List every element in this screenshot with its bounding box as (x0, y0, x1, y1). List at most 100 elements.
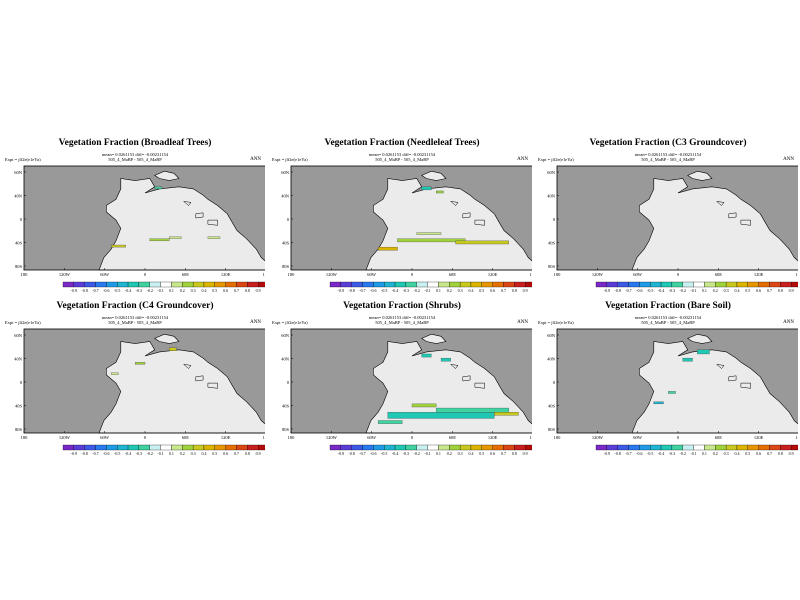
colorbar-swatch (351, 444, 363, 451)
panel-expt: Expt = jlf2e(e1eYa) (272, 320, 308, 325)
colorbar-label: -0.9 (338, 288, 344, 293)
lon-label: 180 (554, 435, 562, 440)
colorbar-swatch (606, 444, 618, 451)
panel-c3: Vegetation Fraction (C3 Groundcover) mea… (538, 138, 798, 328)
colorbar-swatch (758, 444, 770, 451)
colorbar-swatch (758, 281, 770, 288)
colorbar-label: 0.4 (734, 451, 739, 456)
colorbar-label: 0.7 (501, 288, 506, 293)
colorbar-label: -0.1 (157, 288, 163, 293)
colorbar-label: 0.8 (778, 288, 783, 293)
colorbar-label: 0.3 (724, 451, 729, 456)
lat-label: 60N (14, 333, 23, 338)
colorbar-swatch (84, 444, 96, 451)
lat-label: 40N (14, 357, 23, 362)
colorbar-label: 0.8 (778, 451, 783, 456)
colorbar-swatch (73, 444, 85, 451)
colorbar-swatch (704, 281, 716, 288)
colorbar-swatch (459, 281, 472, 288)
colorbar-label: -0.7 (359, 451, 365, 456)
colorbar-swatch (470, 281, 482, 288)
island (474, 219, 485, 226)
lon-label: 60W (100, 272, 110, 277)
colorbar-label: -0.6 (370, 288, 376, 293)
lon-label: 60W (633, 435, 643, 440)
colorbar-swatch (747, 281, 759, 288)
lon-label: 60W (100, 435, 110, 440)
lat-label: 0 (287, 380, 290, 385)
colorbar-swatch (693, 281, 705, 288)
lon-label: 0 (677, 272, 680, 277)
value-patch (411, 403, 437, 408)
colorbar-label: -0.8 (82, 288, 88, 293)
value-patch (416, 232, 442, 235)
land-mass (154, 170, 180, 181)
lat-label: 40S (15, 404, 23, 409)
island (715, 201, 725, 206)
colorbar-swatch (247, 444, 259, 451)
colorbar-label: -0.4 (392, 451, 398, 456)
value-patch (421, 353, 432, 358)
lon-label: 120E (221, 435, 231, 440)
value-patch (149, 238, 170, 242)
colorbar-swatch (715, 444, 727, 451)
colorbar-label: -0.8 (349, 288, 355, 293)
panel-expt: Expt = jlf2e(e1eYa) (538, 157, 574, 162)
colorbar-label: 0.3 (191, 288, 196, 293)
colorbar-swatch (340, 281, 352, 288)
colorbar-swatch (106, 281, 118, 288)
panel-mean: mean= 0.0261153 diff= -0.00231154 (368, 315, 436, 320)
colorbar-swatch (747, 444, 759, 451)
panel-bare-soil: Vegetation Fraction (Bare Soil) mean= 0.… (538, 301, 798, 491)
colorbar-swatch (715, 281, 727, 288)
colorbar-swatch (138, 281, 150, 288)
panel-case: 505_4_MaBP - 505_4_MaBP (375, 320, 429, 325)
colorbar-label: -0.7 (92, 451, 98, 456)
colorbar-label: -0.3 (669, 288, 675, 293)
vegetation-map: 60N 40N 0 40S 80S 180 120W 60W 0 60E 120E 180 -0.9 -0… (281, 328, 532, 456)
colorbar-label: -0.7 (625, 451, 631, 456)
lat-label: 40N (547, 194, 556, 199)
lat-label: 40N (14, 194, 23, 199)
lon-label: 60E (715, 435, 723, 440)
panel-mean: mean= 0.0261153 diff= -0.00231154 (634, 152, 702, 157)
colorbar-label: 0.7 (501, 451, 506, 456)
value-patch (207, 236, 221, 239)
value-patch (154, 186, 163, 190)
colorbar-label: -0.3 (403, 451, 409, 456)
colorbar-label: -0.6 (103, 288, 109, 293)
lat-label: 60N (14, 170, 23, 175)
lat-label: 60N (547, 170, 556, 175)
colorbar-swatch (171, 281, 183, 288)
colorbar-label: 0.9 (523, 451, 528, 456)
colorbar-swatch (182, 444, 194, 451)
colorbar-swatch (373, 281, 385, 288)
colorbar-swatch (160, 281, 172, 288)
lon-label: 60W (633, 272, 643, 277)
colorbar-label: -0.1 (424, 451, 430, 456)
colorbar-swatch (503, 444, 515, 451)
colorbar-swatch (405, 444, 417, 451)
lon-label: 0 (677, 435, 680, 440)
colorbar-label: 0.8 (245, 451, 250, 456)
colorbar-swatch (214, 281, 226, 288)
colorbar-label: 0.5 (745, 288, 750, 293)
vegetation-map: 60N 40N 0 40S 80S 180 120W 60W 0 60E 120E 180 -0.9 -0… (14, 165, 265, 293)
colorbar-swatch (736, 281, 748, 288)
island (449, 201, 459, 206)
lat-label: 0 (20, 217, 23, 222)
colorbar-label: 0.3 (458, 288, 463, 293)
colorbar-swatch (595, 281, 607, 288)
colorbar-swatch (693, 444, 705, 451)
lat-label: 40S (282, 404, 290, 409)
lat-label: 0 (20, 380, 23, 385)
land-mass (687, 333, 713, 344)
colorbar-swatch (780, 281, 792, 288)
colorbar-swatch (650, 444, 662, 451)
panel-expt: Expt = jlf2e(e1eYa) (5, 157, 41, 162)
colorbar-label: 0.6 (490, 288, 495, 293)
colorbar-swatch (525, 444, 532, 451)
lon-label: 0 (144, 272, 147, 277)
colorbar-label: 0.6 (223, 451, 228, 456)
colorbar-swatch (459, 444, 472, 451)
